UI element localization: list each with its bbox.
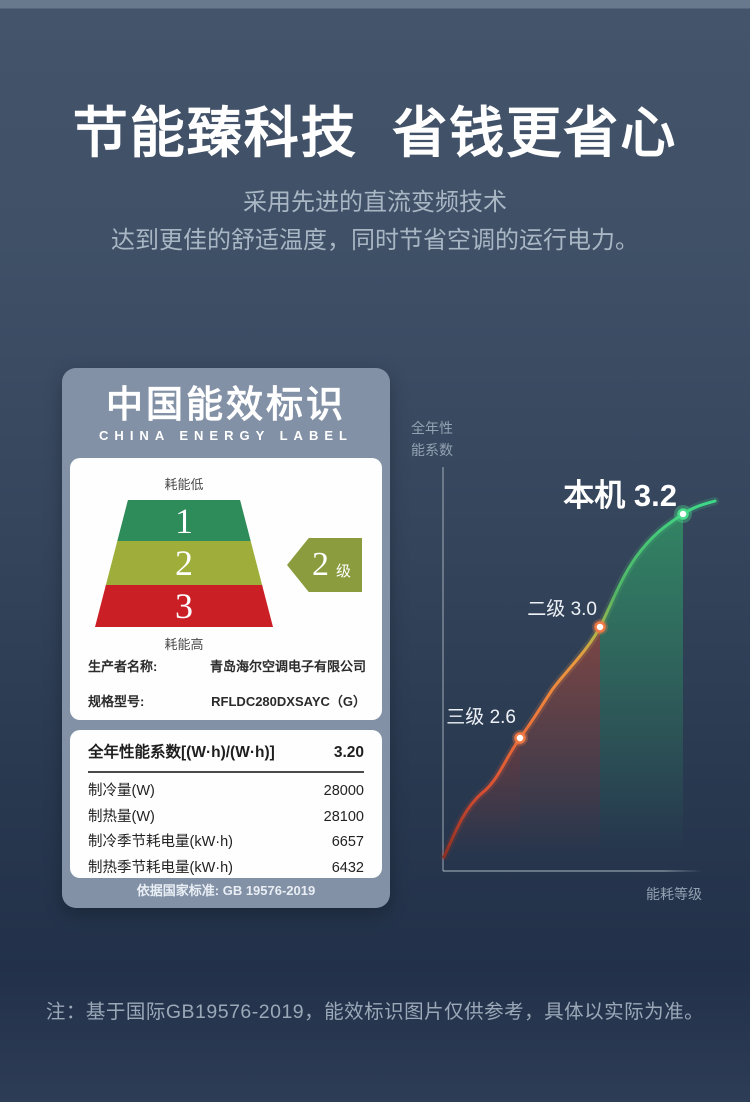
grade-unit: 级 [335, 563, 351, 580]
y-axis-label-line1: 全年性 [411, 420, 453, 436]
energy-label-grade-panel: 耗能低 1 2 3 耗能高 2 级 生产者名称: 青岛海尔空调电子有限公司 规格… [70, 458, 382, 720]
energy-label-header: 中国能效标识 CHINA ENERGY LABEL [62, 368, 390, 444]
cooling-capacity-value: 28000 [323, 783, 364, 799]
pyramid-low-label: 耗能低 [164, 477, 204, 492]
energy-label-spec-table: 全年性能系数[(W·h)/(W·h)] 3.20 制冷量(W) 28000 制热… [70, 730, 382, 878]
footnote: 注：基于国际GB19576-2019，能效标识图片仅供参考，具体以实际为准。 [45, 1001, 705, 1023]
model-label: 规格型号: [88, 694, 145, 709]
x-axis-label: 能耗等级 [646, 886, 702, 902]
annotation-this-unit: 本机 3.2 [563, 478, 677, 513]
model-value: RFLDC280DXSAYC（G） [211, 694, 366, 709]
page-subtitle-line2: 达到更佳的舒适温度，同时节省空调的运行电力。 [111, 227, 639, 254]
pyramid-high-label: 耗能高 [164, 637, 204, 652]
pyramid-level-3: 3 [95, 585, 273, 627]
annotation-grade2: 二级 3.0 [527, 598, 597, 620]
energy-label-title-cn: 中国能效标识 [106, 384, 346, 425]
table-row: 制冷量(W) 28000 [88, 779, 364, 805]
pyramid-level-1-num: 1 [175, 500, 193, 541]
grade-value: 2 [311, 546, 329, 583]
page-subtitle-line1: 采用先进的直流变频技术 [243, 189, 507, 216]
model-row: 规格型号: RFLDC280DXSAYC（G） [88, 691, 366, 710]
table-row: 制冷季节耗电量(kW·h) 6657 [88, 830, 364, 856]
cooling-season-consumption-value: 6657 [331, 834, 364, 850]
energy-label-card: 中国能效标识 CHINA ENERGY LABEL 耗能低 1 2 3 耗能高 … [62, 368, 390, 908]
page-title: 节能臻科技 省钱更省心 [72, 102, 678, 164]
table-row: 制热量(W) 28100 [88, 805, 364, 831]
heating-season-consumption-value: 6432 [331, 859, 364, 876]
efficiency-pyramid: 耗能低 1 2 3 耗能高 [95, 474, 273, 653]
area-band-this-unit [600, 514, 683, 869]
point-grade2 [592, 619, 608, 635]
efficiency-chart: 全年性 能系数 能耗等级 三级 2.6 二级 3.0 本机 3.2 [411, 420, 719, 902]
heating-capacity-value: 28100 [323, 808, 364, 825]
annotation-grade3: 三级 2.6 [446, 706, 516, 728]
manufacturer-label: 生产者名称: [88, 659, 158, 674]
table-row: 制热季节耗电量(kW·h) 6432 [88, 856, 364, 882]
manufacturer-row: 生产者名称: 青岛海尔空调电子有限公司 [88, 656, 366, 675]
cooling-season-consumption-label: 制冷季节耗电量(kW·h) [88, 834, 233, 850]
grade-arrow-tag: 2 级 [287, 538, 362, 592]
pyramid-level-3-num: 3 [175, 586, 193, 626]
table-divider [88, 771, 364, 773]
cooling-capacity-label: 制冷量(W) [88, 783, 155, 799]
table-header-row: 全年性能系数[(W·h)/(W·h)] 3.20 [88, 740, 364, 766]
energy-label-title-en: CHINA ENERGY LABEL [99, 428, 353, 443]
pyramid-level-2-num: 2 [175, 543, 193, 583]
pyramid-level-1: 1 [95, 500, 273, 541]
heating-season-consumption-label: 制热季节耗电量(kW·h) [88, 859, 233, 876]
table-header-label: 全年性能系数[(W·h)/(W·h)] [88, 744, 275, 761]
y-axis-label-line2: 能系数 [411, 442, 453, 458]
pyramid-shape: 1 2 3 [95, 500, 273, 627]
point-this-unit [674, 505, 692, 523]
heating-capacity-label: 制热量(W) [88, 808, 155, 825]
manufacturer-value: 青岛海尔空调电子有限公司 [209, 659, 366, 674]
table-header-value: 3.20 [333, 744, 364, 761]
area-band-grade2 [520, 627, 600, 869]
point-grade3 [512, 730, 528, 746]
standard-note: 依据国家标准: GB 19576-2019 [136, 883, 316, 898]
pyramid-level-2: 2 [95, 541, 273, 585]
efficiency-curve [442, 499, 717, 859]
